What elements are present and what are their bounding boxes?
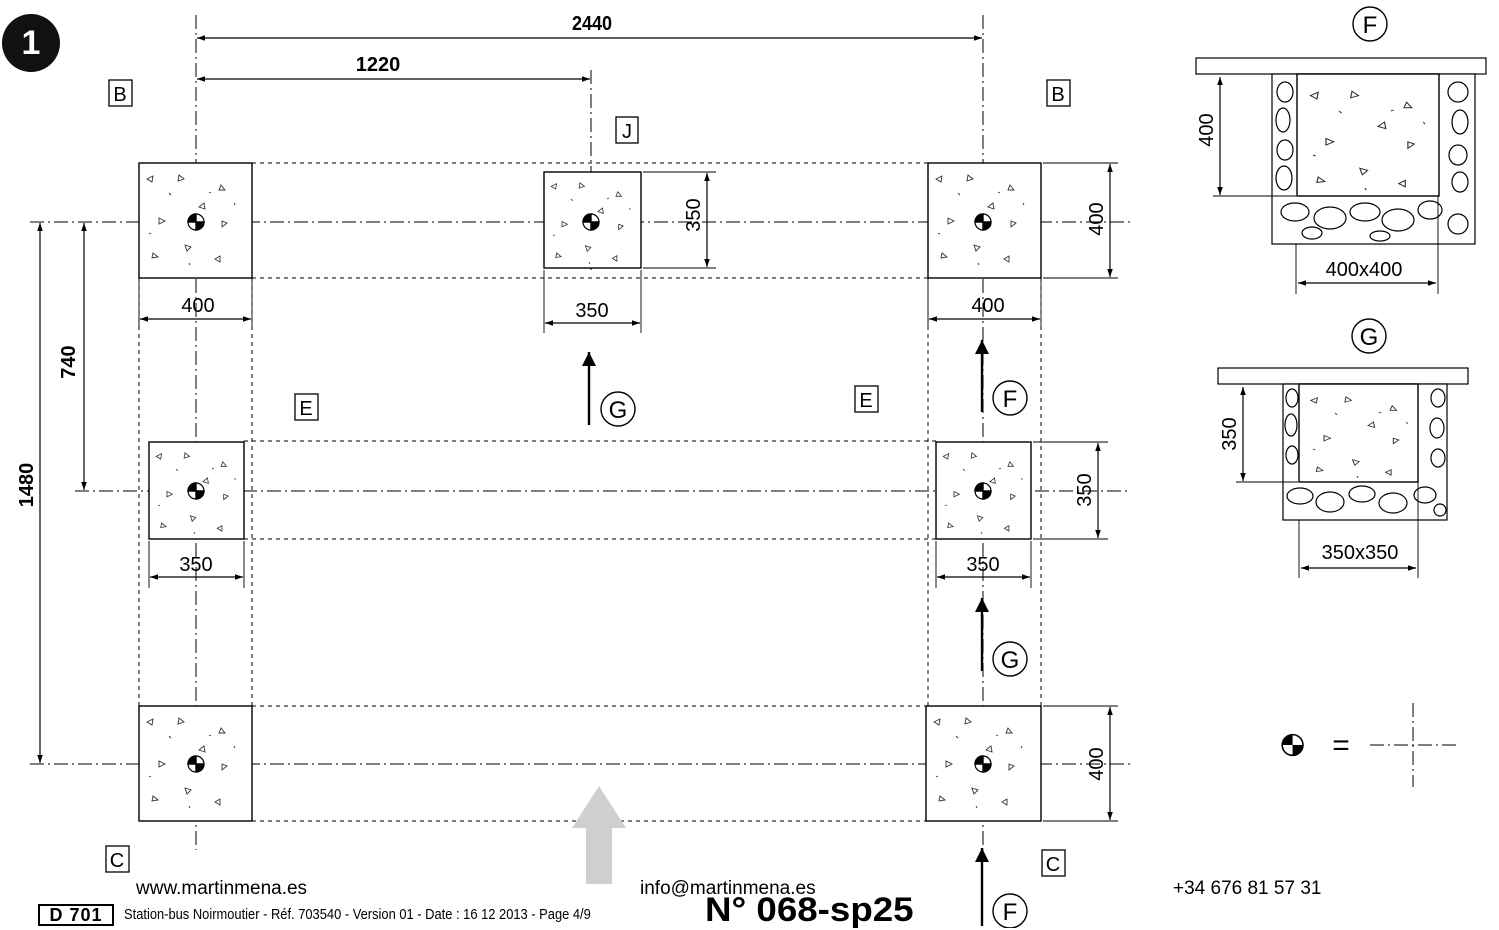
dim-middle-top-width: 350 [575, 300, 608, 322]
label-c-left: C [110, 850, 124, 872]
detail-g-size: 350x350 [1322, 542, 1399, 564]
section-marker-f-right: F [1003, 386, 1018, 413]
detail-g-depth: 350 [1219, 417, 1241, 450]
dim-half-depth: 740 [58, 345, 80, 378]
footing-front-right [925, 705, 1042, 822]
footing-middle-left [148, 441, 245, 540]
footing-front-left [138, 705, 253, 822]
label-j-center: J [622, 121, 632, 143]
website-text: www.martinmena.es [136, 878, 308, 899]
footing-rear-right [927, 162, 1042, 279]
detail-g-section [1217, 318, 1469, 578]
section-marker-f-bottom: F [1003, 899, 1018, 926]
email-text: info@martinmena.es [640, 878, 816, 899]
dim-middle-right-height: 350 [1074, 473, 1096, 506]
label-e-right: E [859, 390, 872, 412]
dim-front-right-width: 400 [971, 295, 1004, 317]
document-info-line: Station-bus Noirmoutier - Réf. 703540 - … [124, 906, 591, 923]
phone-text: +34 676 81 57 31 [1173, 878, 1322, 899]
label-b-right: B [1051, 84, 1064, 106]
footing-middle-right [935, 441, 1032, 540]
label-b-left: B [113, 84, 126, 106]
detail-f-section [1195, 6, 1487, 294]
detail-f-depth: 400 [1196, 113, 1218, 146]
dim-front-right-height: 400 [1086, 202, 1108, 235]
section-marker-g-top: G [609, 397, 628, 424]
access-direction-arrow-icon [572, 786, 626, 884]
document-code-box: D 701 [38, 904, 114, 926]
label-c-right: C [1046, 854, 1060, 876]
detail-f-size: 400x400 [1326, 259, 1403, 281]
dim-overall-width: 2440 [572, 13, 612, 35]
detail-f-title: F [1363, 12, 1378, 39]
dim-front-left-width: 400 [181, 295, 214, 317]
detail-g-title: G [1360, 324, 1379, 351]
footing-rear-left [138, 162, 253, 279]
legend-equals: = [1332, 729, 1350, 762]
dim-half-width: 1220 [356, 54, 401, 76]
dim-middle-top-height: 350 [683, 198, 705, 231]
footing-rear-center [543, 171, 642, 269]
dim-middle-left-width: 350 [179, 554, 212, 576]
dim-middle-right-width: 350 [966, 554, 999, 576]
dim-rear-right-height: 400 [1086, 747, 1108, 780]
axis-legend: = [1281, 703, 1456, 787]
dim-overall-depth: 1480 [16, 463, 38, 508]
document-number: N° 068-sp25 [705, 891, 914, 929]
label-e-left: E [299, 398, 312, 420]
section-marker-g-right: G [1001, 647, 1020, 674]
step-number-badge: 1 [2, 14, 60, 72]
